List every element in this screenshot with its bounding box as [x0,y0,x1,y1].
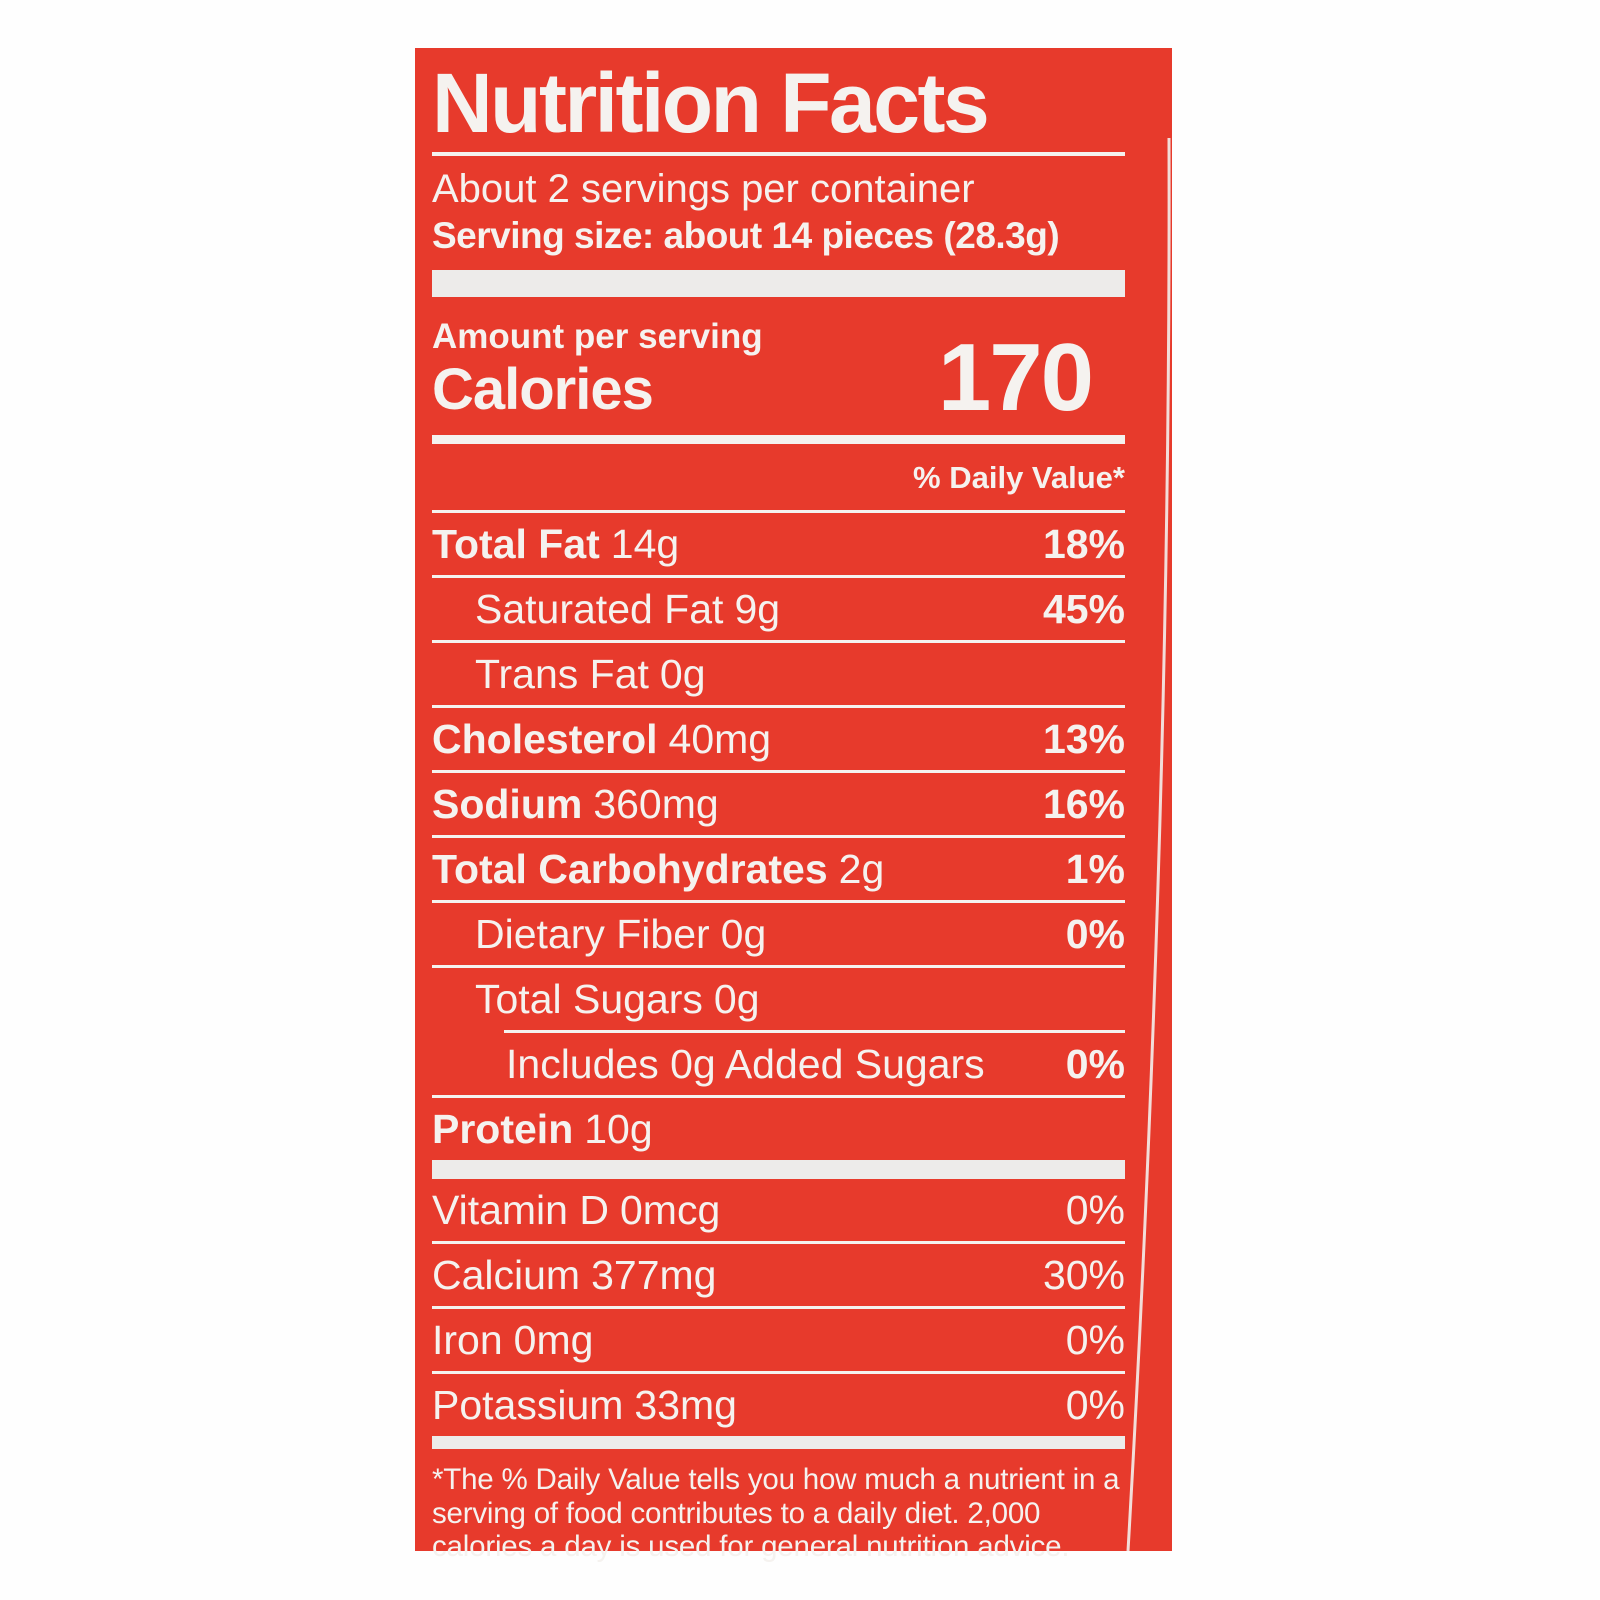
divider-thick [432,270,1125,297]
nutrient-name: Sodium [432,780,583,827]
nutrient-dv: 0% [1065,1040,1125,1087]
nutrient-name: Total Carbohydrates [432,845,828,892]
nutrient-row-protein: Protein 10g [432,1098,1125,1160]
divider-indented [504,1030,1125,1033]
nutrient-name: Includes 0g Added Sugars [506,1040,985,1087]
nutrient-name: Protein [432,1105,574,1152]
nutrient-name: Total Fat [432,520,600,567]
vitamin-dv: 0% [1065,1186,1125,1233]
vitamin-row-iron: Iron 0mg 0% [432,1309,1125,1374]
nutrient-row-dietary-fiber: Dietary Fiber 0g 0% [432,903,1125,968]
nutrient-amount: 2g [838,845,885,892]
vitamin-dv: 30% [1042,1251,1125,1298]
nutrient-row-total-carbohydrates: Total Carbohydrates 2g 1% [432,838,1125,903]
divider-thick [432,1160,1125,1179]
vitamin-name: Vitamin D [432,1186,609,1233]
vitamin-row-potassium: Potassium 33mg 0% [432,1374,1125,1436]
nutrient-amount: 360mg [593,780,719,827]
nutrient-name: Saturated Fat [475,585,724,632]
vitamin-amount: 377mg [591,1251,717,1298]
nutrient-name: Dietary Fiber [475,910,710,957]
nutrient-row-total-sugars: Total Sugars 0g [432,968,1125,1030]
vitamin-amount: 33mg [634,1381,737,1428]
nutrient-amount: 0g [659,650,706,697]
nutrient-row-total-fat: Total Fat 14g 18% [432,513,1125,578]
nutrient-row-saturated-fat: Saturated Fat 9g 45% [432,578,1125,643]
nutrient-dv: 16% [1042,780,1125,827]
divider-medium [432,435,1125,444]
vitamin-row-vitamin-d: Vitamin D 0mcg 0% [432,1179,1125,1244]
daily-value-header: % Daily Value* [913,460,1125,495]
calories-section: Amount per serving Calories 170 [432,317,1125,431]
nutrient-amount: 9g [734,585,781,632]
nutrient-amount: 14g [610,520,680,567]
nutrient-row-cholesterol: Cholesterol 40mg 13% [432,708,1125,773]
vitamin-dv: 0% [1065,1381,1125,1428]
nutrition-facts-label: Nutrition Facts About 2 servings per con… [415,48,1172,1563]
nutrient-row-sodium: Sodium 360mg 16% [432,773,1125,838]
vitamin-amount: 0mg [513,1316,594,1363]
nutrient-row-trans-fat: Trans Fat 0g [432,643,1125,708]
vitamin-dv: 0% [1065,1316,1125,1363]
calories-value: 170 [937,324,1094,431]
divider-thin [432,152,1125,156]
vitamin-name: Iron [432,1316,503,1363]
nutrient-row-added-sugars: Includes 0g Added Sugars 0% [432,1033,1125,1098]
divider-thick [432,1436,1125,1449]
nutrient-dv: 45% [1042,585,1125,632]
calories-label: Calories [432,357,654,422]
nutrient-dv: 0% [1065,910,1125,957]
nutrient-dv: 13% [1042,715,1125,762]
nutrient-name: Cholesterol [432,715,658,762]
vitamin-amount: 0mcg [619,1186,721,1233]
nutrient-name: Total Sugars [475,975,703,1022]
nutrient-amount: 40mg [668,715,772,762]
serving-size: Serving size: about 14 pieces (28.3g) [432,215,1060,256]
vitamin-name: Calcium [432,1251,581,1298]
nutrient-name: Trans Fat [475,650,649,697]
servings-per-container: About 2 servings per container [432,167,975,211]
nutrient-amount: 0g [720,910,767,957]
nutrient-dv: 1% [1065,845,1125,892]
nutrient-amount: 0g [713,975,760,1022]
amount-per-serving-label: Amount per serving [432,317,763,356]
daily-value-footnote: *The % Daily Value tells you how much a … [432,1463,1120,1563]
vitamin-name: Potassium [432,1381,624,1428]
nutrient-amount: 10g [584,1105,653,1152]
nutrient-rows: Total Fat 14g 18% Saturated Fat 9g 45% Tra… [432,510,1125,1160]
vitamin-row-calcium: Calcium 377mg 30% [432,1244,1125,1309]
label-title: Nutrition Facts [432,56,990,150]
vitamin-rows: Vitamin D 0mcg 0% Calcium 377mg 30% Iron 0m… [432,1179,1125,1436]
nutrient-dv: 18% [1042,520,1125,567]
